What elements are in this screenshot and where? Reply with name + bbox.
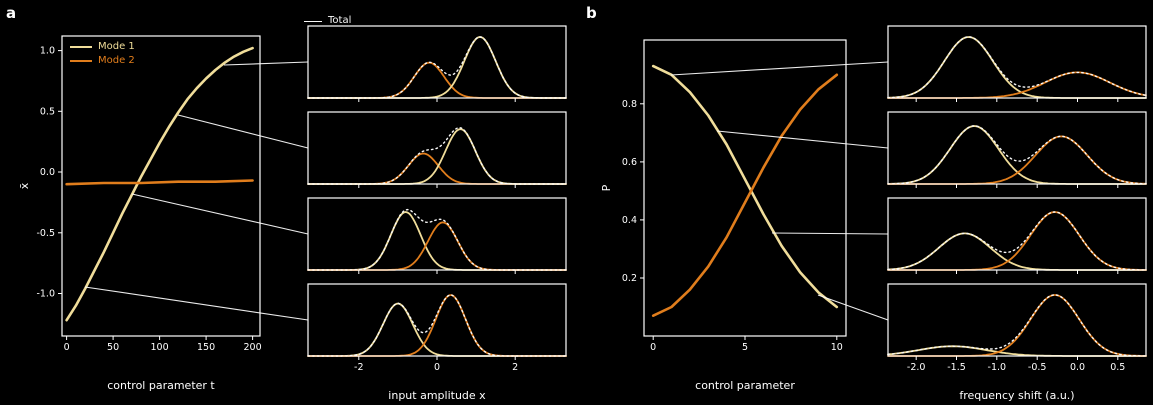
legend-row-total: Total xyxy=(304,16,351,26)
mode2-line-swatch xyxy=(70,60,92,62)
svg-text:P: P xyxy=(600,184,613,191)
legend-row-mode1: Mode 1 xyxy=(70,42,135,52)
panel-a-distribution-1 xyxy=(300,22,570,102)
svg-text:control parameter t: control parameter t xyxy=(107,379,215,392)
svg-text:0.6: 0.6 xyxy=(622,157,637,168)
legend-total-label: Total xyxy=(328,15,352,26)
svg-text:frequency shift (a.u.): frequency shift (a.u.) xyxy=(959,389,1074,402)
svg-text:-2: -2 xyxy=(354,362,363,373)
panel-a-main-chart: 0 50 100 150 200 1.0 0.5 0.0 -0.5 -1.0 control par… xyxy=(18,14,266,394)
panel-b-label: b xyxy=(586,4,597,22)
svg-text:0.0: 0.0 xyxy=(40,167,55,178)
panel-b-distribution-3 xyxy=(880,194,1150,274)
svg-text:input amplitude x: input amplitude x xyxy=(388,389,486,402)
total-legend: Total xyxy=(304,16,351,30)
svg-text:50: 50 xyxy=(107,342,119,353)
svg-text:0.8: 0.8 xyxy=(622,99,637,110)
svg-text:150: 150 xyxy=(197,342,215,353)
panel-a-distribution-4: -2 0 2 input amplitude x xyxy=(300,280,570,404)
panel-a-distribution-2 xyxy=(300,108,570,188)
panel-a-distribution-3 xyxy=(300,194,570,274)
svg-text:-2.0: -2.0 xyxy=(907,362,926,373)
svg-text:0: 0 xyxy=(64,342,70,353)
legend-mode1-label: Mode 1 xyxy=(98,41,135,52)
svg-text:control parameter: control parameter xyxy=(695,379,795,392)
svg-text:0.5: 0.5 xyxy=(40,106,55,117)
svg-text:0.2: 0.2 xyxy=(622,273,637,284)
panel-b-distribution-1 xyxy=(880,22,1150,102)
panel-b-distribution-4: -2.0 -1.5 -1.0 -0.5 0.0 0.5 frequency shift (a… xyxy=(880,280,1150,404)
panel-a-legend: Mode 1 Mode 2 xyxy=(70,42,135,70)
svg-text:200: 200 xyxy=(244,342,262,353)
panel-b-distribution-2 xyxy=(880,108,1150,188)
svg-text:0.0: 0.0 xyxy=(1070,362,1085,373)
svg-text:100: 100 xyxy=(151,342,169,353)
svg-text:-1.0: -1.0 xyxy=(988,362,1007,373)
total-line-swatch xyxy=(304,20,322,22)
panel-a-label: a xyxy=(6,4,17,22)
legend-mode2-label: Mode 2 xyxy=(98,55,135,66)
svg-text:0.5: 0.5 xyxy=(1110,362,1125,373)
svg-text:-1.5: -1.5 xyxy=(947,362,966,373)
svg-text:-1.0: -1.0 xyxy=(36,289,55,300)
panel-b-main-chart: 0 5 10 0.8 0.6 0.4 0.2 control parameter P xyxy=(600,14,852,394)
svg-text:-0.5: -0.5 xyxy=(1028,362,1047,373)
svg-text:0.4: 0.4 xyxy=(622,215,637,226)
svg-text:2: 2 xyxy=(512,362,518,373)
svg-text:0: 0 xyxy=(650,342,656,353)
svg-text:x̄: x̄ xyxy=(18,182,31,189)
svg-text:1.0: 1.0 xyxy=(40,46,55,57)
svg-text:5: 5 xyxy=(742,342,748,353)
svg-text:10: 10 xyxy=(831,342,843,353)
mode1-line-swatch xyxy=(70,46,92,48)
legend-row-mode2: Mode 2 xyxy=(70,56,135,66)
svg-text:-0.5: -0.5 xyxy=(36,228,55,239)
svg-text:0: 0 xyxy=(434,362,440,373)
